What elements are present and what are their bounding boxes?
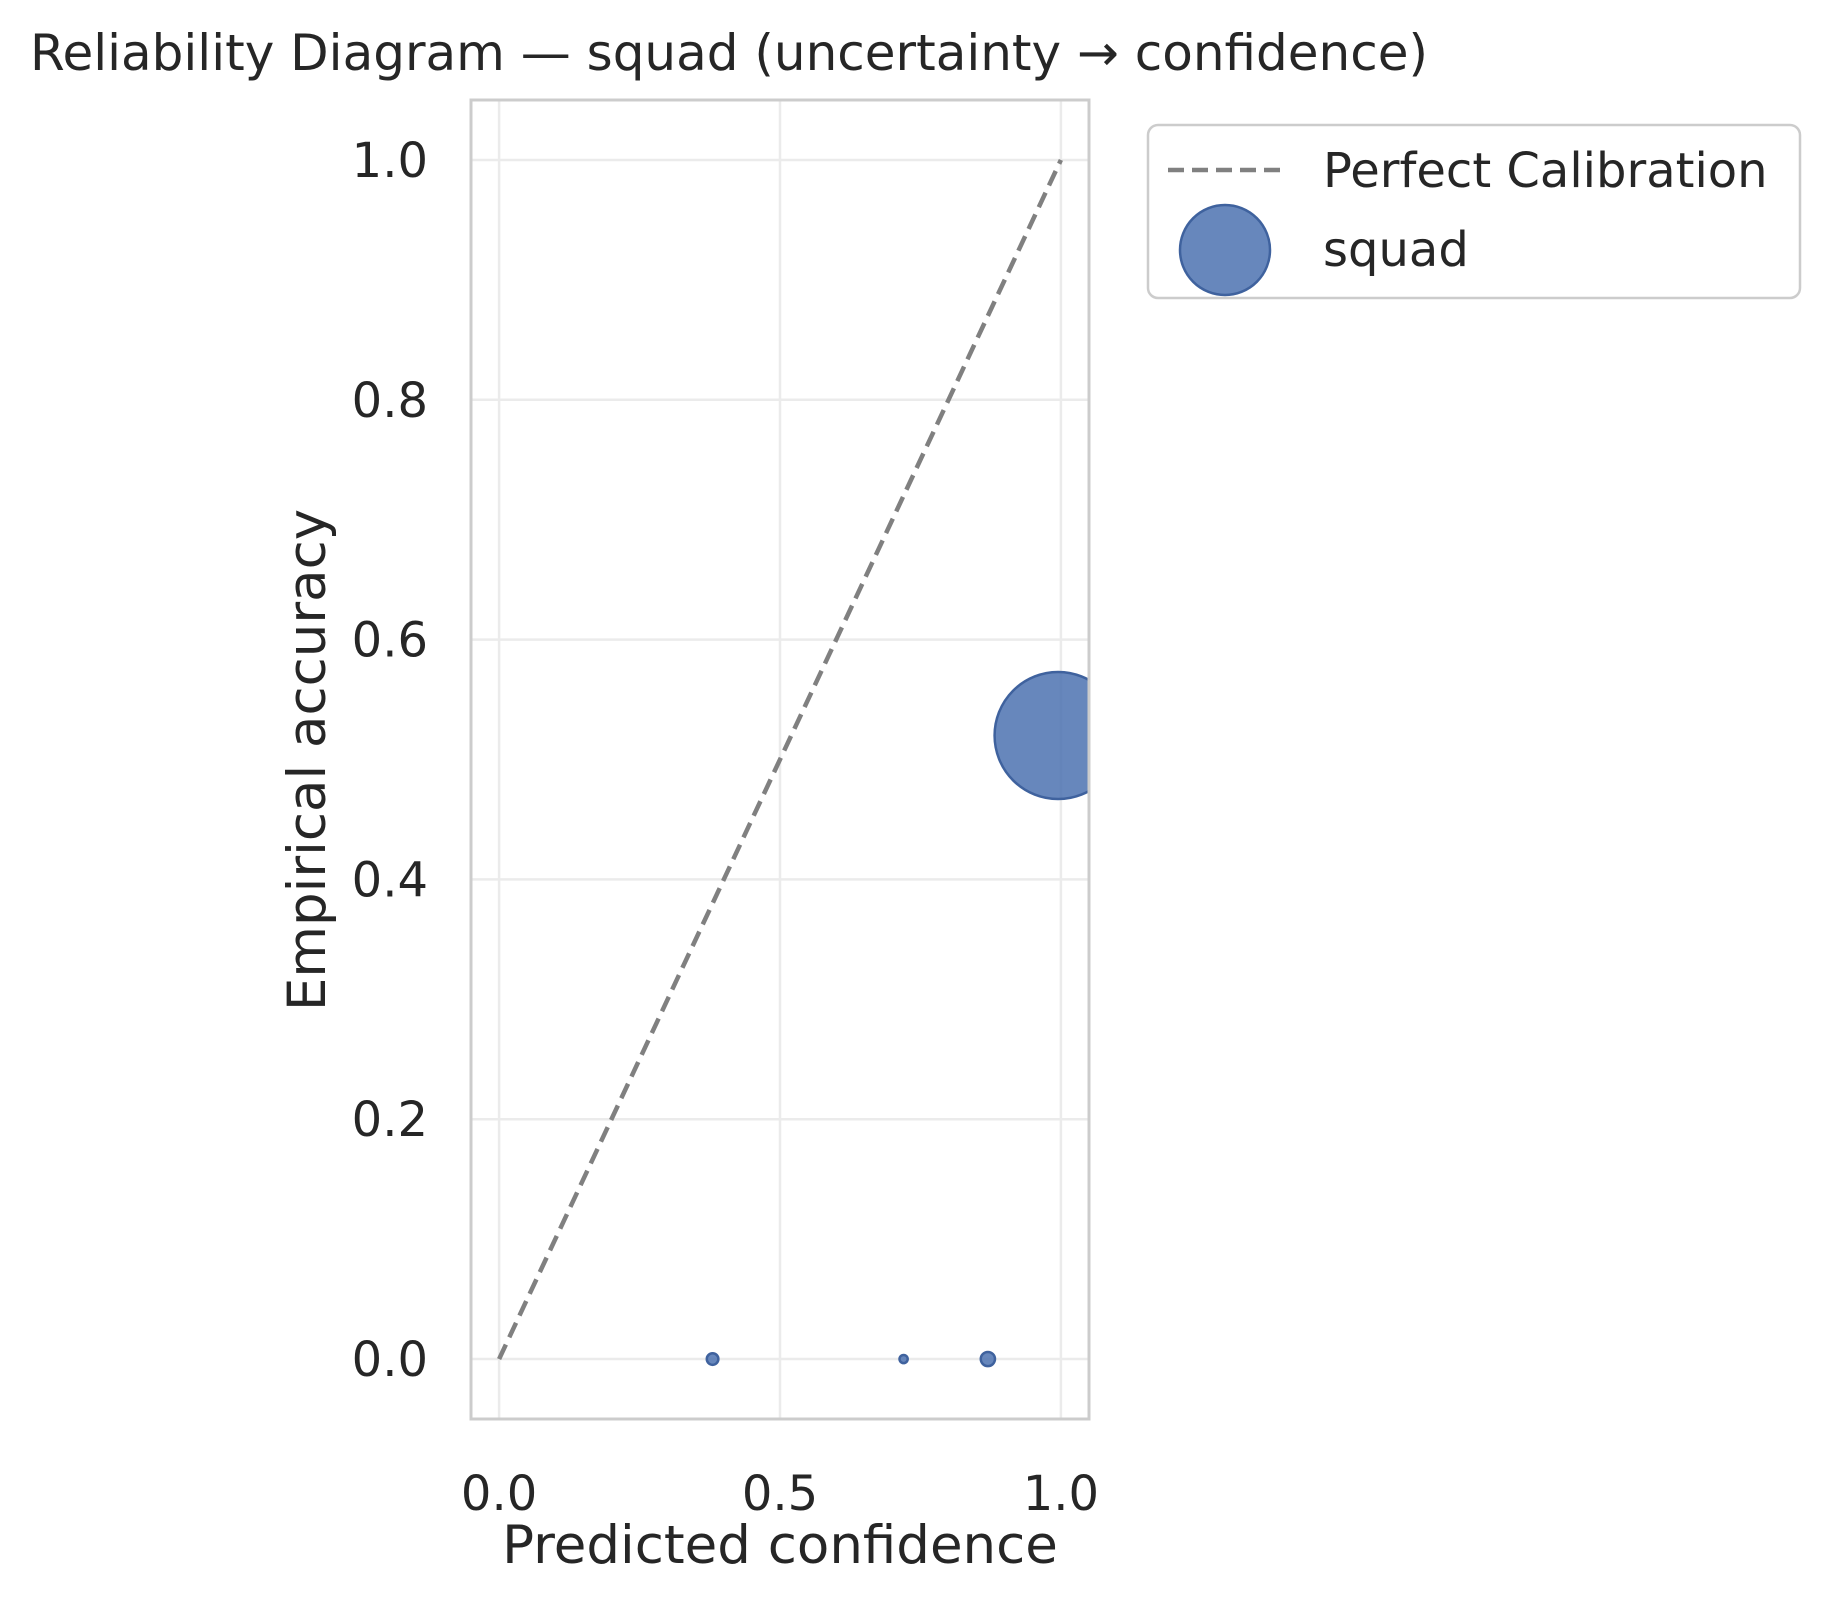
- x-tick-label: 0.5: [742, 1466, 818, 1522]
- legend-box: [1146, 123, 1802, 300]
- legend-perfect-calibration-label: Perfect Calibration: [1323, 143, 1768, 199]
- y-tick-label: 0.4: [352, 852, 428, 908]
- legend-squad-swatch: [1178, 203, 1272, 297]
- squad-point: [979, 1350, 997, 1368]
- x-axis-ticks: 0.0 0.5 1.0: [461, 1466, 1099, 1522]
- squad-point: [993, 670, 1089, 801]
- perfect-calibration-line: [497, 158, 1063, 1361]
- y-tick-label: 0.2: [352, 1092, 428, 1148]
- squad-point: [705, 1351, 720, 1367]
- y-tick-label: 1.0: [352, 133, 428, 189]
- chart-title: Reliability Diagram — squad (uncertainty…: [30, 24, 1428, 82]
- y-tick-label: 0.6: [352, 613, 428, 669]
- legend: Perfect Calibration squad: [1146, 123, 1802, 300]
- y-axis-label: Empirical accuracy: [277, 509, 338, 1011]
- x-tick-label: 1.0: [1023, 1466, 1099, 1522]
- squad-point: [898, 1353, 909, 1365]
- x-axis-label: Predicted confidence: [502, 1515, 1058, 1576]
- y-tick-label: 0.8: [352, 373, 428, 429]
- plot-frame: [469, 98, 1091, 1421]
- y-tick-label: 0.0: [352, 1332, 428, 1388]
- y-axis-ticks: 0.0 0.2 0.4 0.6 0.8 1.0: [352, 133, 428, 1388]
- x-tick-label: 0.0: [461, 1466, 537, 1522]
- squad-series: [705, 670, 1089, 1368]
- legend-squad-label: squad: [1323, 222, 1469, 278]
